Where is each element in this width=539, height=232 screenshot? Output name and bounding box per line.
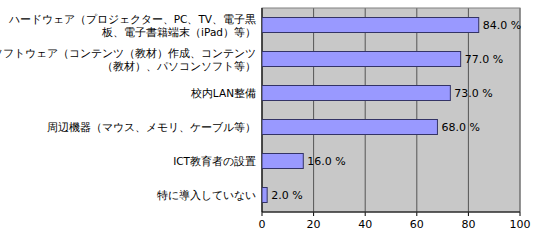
category-label-line: 校内LAN整備: [190, 87, 256, 99]
category-label-line: 周辺機器（マウス、メモリ、ケーブル等）: [47, 121, 256, 133]
category-label: ハードウェア（プロジェクター、PC、TV、電子黒板、電子書籍端末（iPad）等）: [8, 13, 256, 38]
category-label-line: ICT教育者の設置: [173, 155, 256, 167]
bar: [262, 188, 267, 203]
tick-mark: [468, 212, 469, 216]
data-label: 16.0 %: [307, 155, 345, 168]
x-axis: [262, 212, 520, 213]
bar: [262, 18, 479, 33]
bar: [262, 120, 437, 135]
tick-label: 80: [461, 218, 475, 231]
tick-label: 100: [510, 218, 531, 231]
chart: 0 20 40 60 80 100 ハードウェア（プロジェクター、PC、TV、電子黒板、電子…: [0, 0, 539, 232]
data-label: 68.0 %: [441, 121, 479, 134]
tick-mark: [520, 212, 521, 216]
data-label: 84.0 %: [483, 19, 521, 32]
category-label: ソフトウェア（コンテンツ（教材）作成、コンテンツ（教材）、パソコンソフト等）: [0, 47, 256, 72]
category-label: ICT教育者の設置: [173, 155, 256, 167]
bars: [262, 18, 479, 203]
category-label: 特に導入していない: [157, 189, 256, 201]
grid-line: [313, 8, 314, 212]
tick-mark: [313, 212, 314, 216]
category-label-line: （教材）、パソコンソフト等）: [102, 60, 256, 72]
tick-label: 60: [410, 218, 424, 231]
y-axis: [262, 8, 263, 212]
tick-label: 0: [259, 218, 266, 231]
data-label: 2.0 %: [271, 189, 302, 202]
category-label-line: ハードウェア（プロジェクター、PC、TV、電子黒: [8, 13, 256, 25]
data-label: 77.0 %: [465, 53, 503, 66]
category-label-line: 特に導入していない: [157, 189, 256, 201]
tick-mark: [262, 212, 263, 216]
category-label: 校内LAN整備: [190, 87, 256, 99]
tick-mark: [365, 212, 366, 216]
grid-line: [468, 8, 469, 212]
category-label-line: 板、電子書籍端末（iPad）等）: [101, 26, 256, 38]
bar: [262, 52, 461, 67]
grid-line: [365, 8, 366, 212]
plot-frame: [262, 8, 520, 212]
data-label: 73.0 %: [454, 87, 492, 100]
bar: [262, 154, 303, 169]
category-label-line: ソフトウェア（コンテンツ（教材）作成、コンテンツ: [0, 47, 256, 59]
category-label: 周辺機器（マウス、メモリ、ケーブル等）: [47, 121, 256, 133]
plot-area: [262, 8, 520, 212]
grid-line: [416, 8, 417, 212]
tick-mark: [416, 212, 417, 216]
bar: [262, 86, 450, 101]
grid-line: [262, 8, 263, 212]
tick-label: 40: [358, 218, 372, 231]
tick-label: 20: [307, 218, 321, 231]
